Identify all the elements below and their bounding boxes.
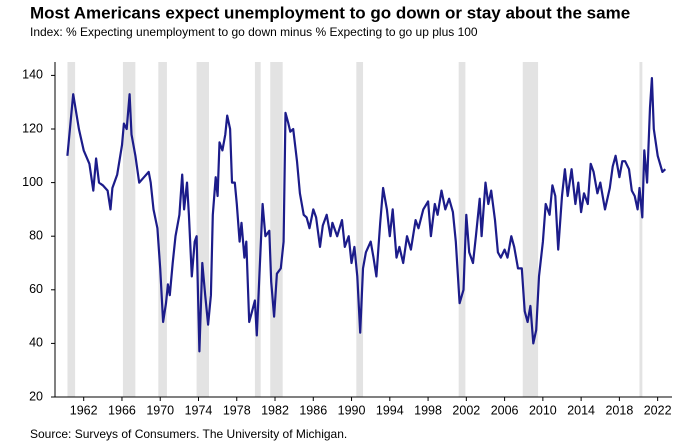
x-tick-label: 1978 [223, 403, 251, 417]
x-tick-label: 1994 [376, 403, 404, 417]
x-tick-label: 1974 [185, 403, 213, 417]
recession-band [122, 62, 136, 397]
x-tick-label: 1998 [414, 403, 442, 417]
x-tick-label: 1962 [70, 403, 98, 417]
x-tick-label: 1986 [299, 403, 327, 417]
recession-band [158, 62, 167, 397]
recession-band [522, 62, 539, 397]
y-tick-label: 80 [29, 228, 43, 242]
recession-band [458, 62, 466, 397]
x-tick-label: 1990 [338, 403, 366, 417]
recession-band [67, 62, 76, 397]
x-tick-label: 1982 [261, 403, 289, 417]
x-tick-label: 2010 [529, 403, 557, 417]
recession-band [254, 62, 261, 397]
x-tick-label: 2022 [644, 403, 672, 417]
x-tick-label: 1966 [108, 403, 136, 417]
x-tick-label: 2006 [491, 403, 519, 417]
source: Source: Surveys of Consumers. The Univer… [30, 427, 347, 441]
x-tick-label: 2014 [567, 403, 595, 417]
x-tick-label: 2018 [605, 403, 633, 417]
recession-band [639, 62, 643, 397]
x-tick-label: 1970 [146, 403, 174, 417]
recession-band [270, 62, 283, 397]
x-tick-label: 2002 [452, 403, 480, 417]
chart-title: Most Americans expect unemployment to go… [30, 3, 630, 22]
y-tick-label: 40 [29, 336, 43, 350]
y-tick-label: 20 [29, 389, 43, 403]
y-tick-label: 60 [29, 282, 43, 296]
chart-subtitle: Index: % Expecting unemployment to go do… [30, 25, 478, 39]
index-line [66, 77, 667, 353]
y-tick-label: 120 [22, 121, 43, 135]
y-tick-label: 100 [22, 175, 43, 189]
y-tick-label: 140 [22, 68, 43, 82]
recession-band [356, 62, 364, 397]
